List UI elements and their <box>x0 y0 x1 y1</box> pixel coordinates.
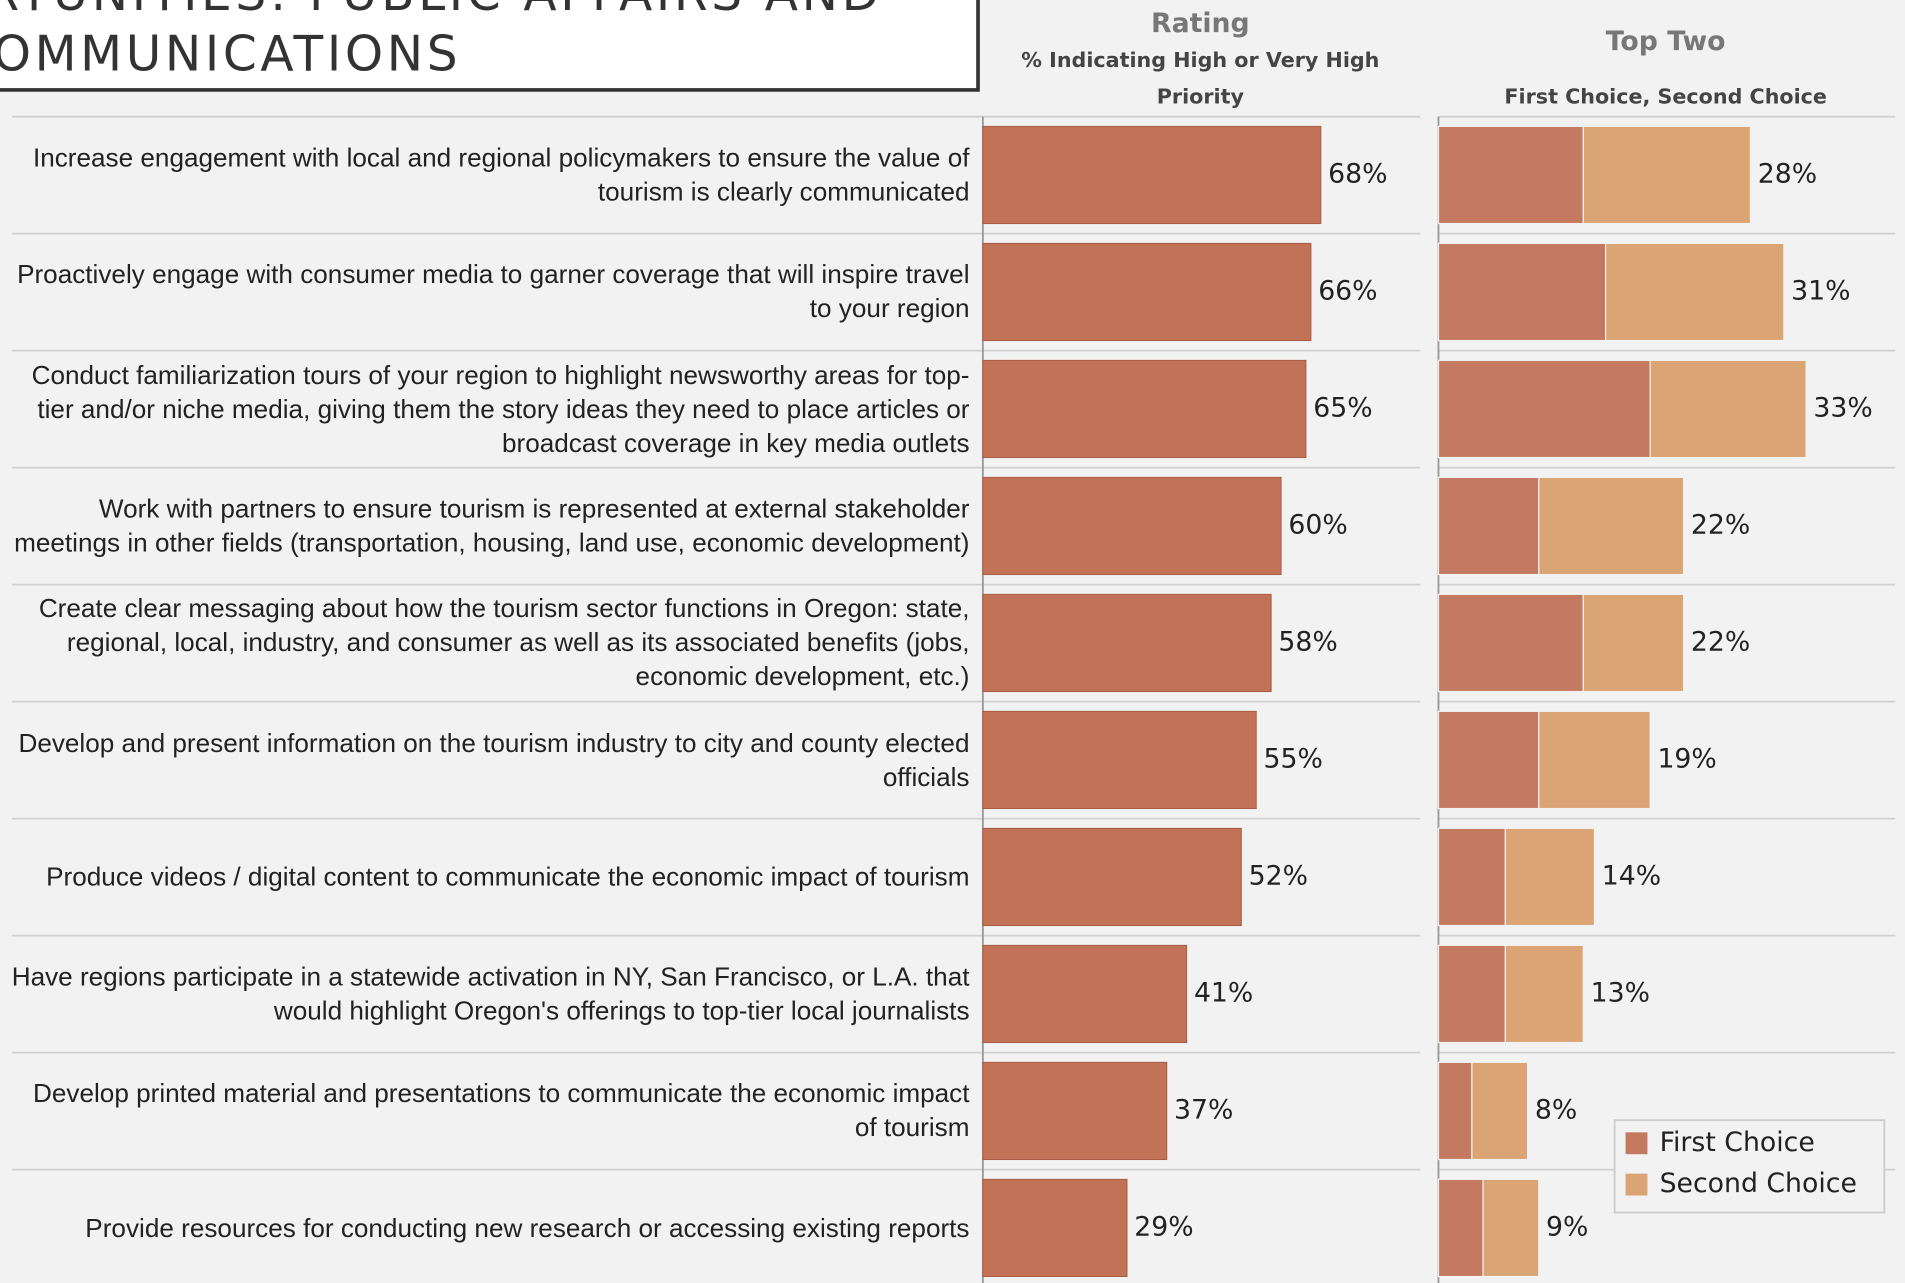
value-label: 19% <box>1657 743 1716 774</box>
category-label-box: Develop and present information on the t… <box>18 728 970 792</box>
bar <box>982 242 1312 342</box>
bar-segment <box>1538 710 1651 810</box>
bar-segment <box>1538 476 1685 576</box>
bar-segment <box>1482 1178 1540 1278</box>
category-label-box: Have regions participate in a statewide … <box>11 962 970 1026</box>
category-label-box: Conduct familiarization tours of your re… <box>31 360 970 458</box>
bar <box>982 593 1272 693</box>
bar-segment <box>1437 944 1506 1044</box>
legend-swatch <box>1625 1173 1648 1196</box>
bar-segment <box>1437 593 1584 693</box>
bar-segment <box>1582 593 1685 693</box>
legend-box <box>1613 1119 1886 1214</box>
value-label: 22% <box>1691 626 1750 657</box>
bar-segment <box>1437 710 1540 810</box>
category-label: Develop and present information on the t… <box>18 728 970 792</box>
bar-segment <box>1582 125 1752 225</box>
bar-segment <box>1504 827 1596 927</box>
category-label-box: Proactively engage with consumer media t… <box>17 260 970 324</box>
bar <box>982 1178 1128 1278</box>
bar-segment <box>1471 1061 1529 1161</box>
legend-label: Second Choice <box>1660 1168 1857 1199</box>
value-label: 13% <box>1591 977 1650 1008</box>
category-label: Proactively engage with consumer media t… <box>17 260 970 324</box>
bar <box>982 359 1307 459</box>
panel-title: Top Two <box>1606 26 1726 57</box>
bar-segment <box>1437 242 1607 342</box>
bar-segment <box>1437 827 1506 927</box>
value-label: 14% <box>1602 860 1661 891</box>
category-label: Have regions participate in a statewide … <box>11 962 970 1026</box>
bar-segment <box>1437 125 1584 225</box>
value-label: 41% <box>1194 977 1253 1008</box>
value-label: 33% <box>1813 392 1872 423</box>
panel-subtitle: First Choice, Second Choice <box>1504 85 1827 110</box>
bar <box>982 1061 1168 1161</box>
value-label: 68% <box>1328 158 1387 189</box>
category-label-box: Develop printed material and presentatio… <box>33 1079 970 1143</box>
value-label: 66% <box>1318 275 1377 306</box>
panel-subtitle: % Indicating High or Very High Priority <box>1021 48 1380 110</box>
bar <box>982 944 1188 1044</box>
value-label: 31% <box>1791 275 1850 306</box>
title-line: OMMUNICATIONS <box>0 26 461 82</box>
bar-segment <box>1604 242 1785 342</box>
bar-segment <box>1504 944 1584 1044</box>
legend-label: First Choice <box>1660 1127 1815 1158</box>
value-label: 22% <box>1691 509 1750 540</box>
bar-segment <box>1437 359 1651 459</box>
value-label: 58% <box>1278 626 1337 657</box>
legend-swatch <box>1625 1132 1648 1155</box>
category-label-box: Create clear messaging about how the tou… <box>38 594 970 692</box>
value-label: 60% <box>1288 509 1347 540</box>
category-label: Produce videos / digital content to comm… <box>46 862 970 892</box>
bar <box>982 827 1242 927</box>
category-label-box: Provide resources for conducting new res… <box>85 1213 970 1243</box>
category-label: Develop printed material and presentatio… <box>33 1079 970 1143</box>
category-label-box: Increase engagement with local and regio… <box>32 143 970 207</box>
value-label: 55% <box>1264 743 1323 774</box>
value-label: 37% <box>1174 1094 1233 1125</box>
value-label: 52% <box>1249 860 1308 891</box>
bar <box>982 710 1257 810</box>
value-label: 9% <box>1546 1211 1588 1242</box>
bar-segment <box>1437 1178 1484 1278</box>
value-label: 65% <box>1313 392 1372 423</box>
title-line: RTUNITIES: PUBLIC AFFAIRS AND <box>0 0 883 22</box>
bar <box>982 476 1282 576</box>
category-label: Conduct familiarization tours of your re… <box>31 360 970 458</box>
panel-title: Rating <box>1151 8 1250 39</box>
value-label: 28% <box>1758 158 1817 189</box>
category-label-box: Work with partners to ensure tourism is … <box>14 494 970 558</box>
bar-segment <box>1437 476 1540 576</box>
title-box <box>0 0 980 92</box>
bar-segment <box>1649 359 1807 459</box>
category-label-box: Produce videos / digital content to comm… <box>46 862 970 892</box>
bar-segment <box>1437 1061 1473 1161</box>
panel-subtitle-box: First Choice, Second Choice <box>1504 85 1827 110</box>
category-label: Work with partners to ensure tourism is … <box>14 494 970 558</box>
category-label: Create clear messaging about how the tou… <box>38 594 970 692</box>
value-label: 8% <box>1535 1094 1577 1125</box>
panel-subtitle-box: % Indicating High or Very High Priority <box>1021 48 1380 110</box>
bar <box>982 125 1322 225</box>
category-label: Increase engagement with local and regio… <box>32 143 970 207</box>
value-label: 29% <box>1134 1211 1193 1242</box>
category-label: Provide resources for conducting new res… <box>85 1213 970 1243</box>
